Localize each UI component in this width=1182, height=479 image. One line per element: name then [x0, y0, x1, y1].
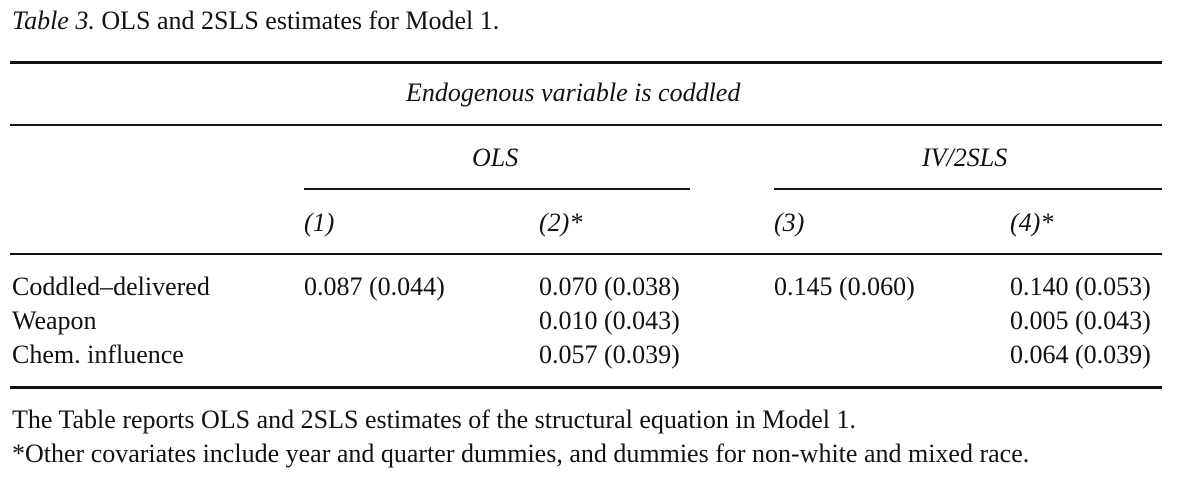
caption-text: OLS and 2SLS estimates for Model 1.: [101, 6, 500, 35]
table-cell: 0.140 (0.053): [1010, 272, 1151, 301]
group-heading-iv2sls: IV/2SLS: [922, 143, 1008, 172]
table-cell: 0.057 (0.039): [539, 340, 680, 369]
column-heading-4: (4)*: [1010, 208, 1054, 237]
table-caption: Table 3. OLS and 2SLS estimates for Mode…: [12, 4, 499, 38]
row-label: Chem. influence: [12, 340, 184, 369]
caption-label: Table 3.: [12, 6, 95, 35]
column-heading-1: (1): [304, 208, 335, 237]
column-heading-2: (2)*: [539, 208, 583, 237]
group-heading-ols: OLS: [472, 143, 519, 172]
column-heading-3: (3): [774, 208, 805, 237]
table-cell: 0.005 (0.043): [1010, 306, 1151, 335]
group-rule-iv2sls: [774, 188, 1162, 190]
top-rule: [10, 61, 1162, 64]
table-cell: 0.145 (0.060): [774, 272, 915, 301]
table-cell: 0.087 (0.044): [304, 272, 445, 301]
table-cell: 0.070 (0.038): [539, 272, 680, 301]
spanner-heading: Endogenous variable is coddled: [406, 78, 741, 107]
table-note: The Table reports OLS and 2SLS estimates…: [12, 405, 856, 434]
header-rule: [10, 253, 1162, 255]
row-label: Coddled–delivered: [12, 272, 210, 301]
table-cell: 0.064 (0.039): [1010, 340, 1151, 369]
table-cell: 0.010 (0.043): [539, 306, 680, 335]
row-label: Weapon: [12, 306, 97, 335]
group-rule-ols: [304, 188, 690, 190]
bottom-rule: [10, 386, 1162, 389]
spanner-rule: [10, 124, 1162, 126]
table-footnote: *Other covariates include year and quart…: [12, 439, 1030, 468]
